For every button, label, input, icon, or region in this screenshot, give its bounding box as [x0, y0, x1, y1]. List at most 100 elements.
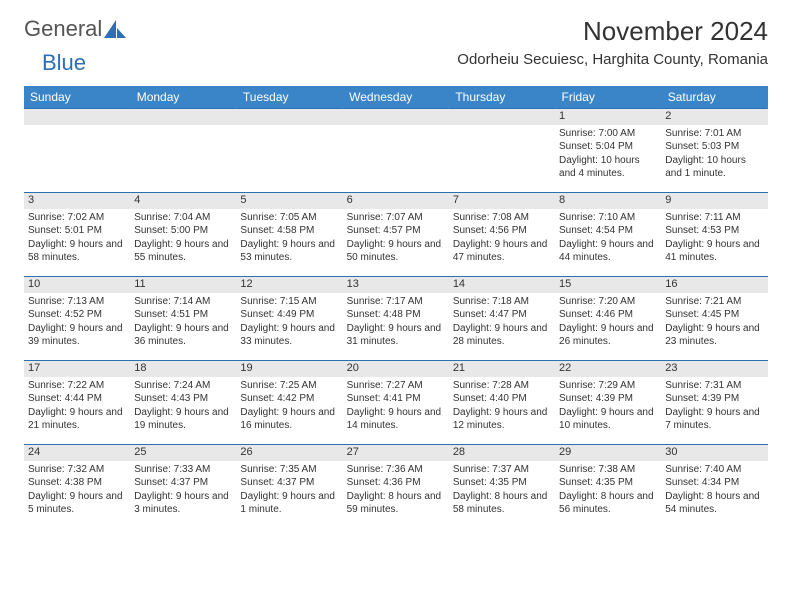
sunset-line: Sunset: 4:38 PM: [28, 476, 126, 490]
sunrise-line: Sunrise: 7:00 AM: [559, 127, 657, 141]
weekday-header: Saturday: [661, 86, 767, 109]
daylight-line: Daylight: 9 hours and 7 minutes.: [665, 406, 763, 433]
day-number-cell: 30: [661, 445, 767, 461]
sunrise-line: Sunrise: 7:36 AM: [347, 463, 445, 477]
sunset-line: Sunset: 4:58 PM: [240, 224, 338, 238]
daylight-line: Daylight: 10 hours and 1 minute.: [665, 154, 763, 181]
day-number-cell: 5: [236, 193, 342, 209]
day-number-row: 10111213141516: [24, 277, 768, 293]
day-number-row: 3456789: [24, 193, 768, 209]
daylight-line: Daylight: 9 hours and 10 minutes.: [559, 406, 657, 433]
day-number-cell: 26: [236, 445, 342, 461]
daylight-line: Daylight: 8 hours and 58 minutes.: [453, 490, 551, 517]
day-content-cell: Sunrise: 7:05 AMSunset: 4:58 PMDaylight:…: [236, 209, 342, 277]
day-content-cell: Sunrise: 7:21 AMSunset: 4:45 PMDaylight:…: [661, 293, 767, 361]
day-number-cell: 21: [449, 361, 555, 377]
day-content-cell: [130, 125, 236, 193]
day-content-cell: Sunrise: 7:01 AMSunset: 5:03 PMDaylight:…: [661, 125, 767, 193]
day-number-cell: [130, 109, 236, 125]
day-content-cell: Sunrise: 7:18 AMSunset: 4:47 PMDaylight:…: [449, 293, 555, 361]
weekday-header: Monday: [130, 86, 236, 109]
sunrise-line: Sunrise: 7:38 AM: [559, 463, 657, 477]
day-number-cell: 1: [555, 109, 661, 125]
sunset-line: Sunset: 4:37 PM: [240, 476, 338, 490]
daylight-line: Daylight: 8 hours and 54 minutes.: [665, 490, 763, 517]
sunset-line: Sunset: 4:40 PM: [453, 392, 551, 406]
day-content-cell: Sunrise: 7:20 AMSunset: 4:46 PMDaylight:…: [555, 293, 661, 361]
day-number-cell: 11: [130, 277, 236, 293]
logo: General: [24, 16, 126, 42]
day-content-cell: Sunrise: 7:24 AMSunset: 4:43 PMDaylight:…: [130, 377, 236, 445]
sunrise-line: Sunrise: 7:35 AM: [240, 463, 338, 477]
sunset-line: Sunset: 4:43 PM: [134, 392, 232, 406]
day-content-cell: [449, 125, 555, 193]
daylight-line: Daylight: 9 hours and 19 minutes.: [134, 406, 232, 433]
daylight-line: Daylight: 9 hours and 5 minutes.: [28, 490, 126, 517]
daylight-line: Daylight: 9 hours and 26 minutes.: [559, 322, 657, 349]
day-content-cell: Sunrise: 7:17 AMSunset: 4:48 PMDaylight:…: [343, 293, 449, 361]
logo-text-blue: Blue: [42, 50, 86, 76]
day-content-cell: Sunrise: 7:29 AMSunset: 4:39 PMDaylight:…: [555, 377, 661, 445]
day-number-cell: 10: [24, 277, 130, 293]
day-number-row: 24252627282930: [24, 445, 768, 461]
sunrise-line: Sunrise: 7:11 AM: [665, 211, 763, 225]
day-number-row: 12: [24, 109, 768, 125]
sunset-line: Sunset: 4:51 PM: [134, 308, 232, 322]
sunset-line: Sunset: 5:03 PM: [665, 140, 763, 154]
day-content-cell: [24, 125, 130, 193]
sunset-line: Sunset: 4:39 PM: [559, 392, 657, 406]
day-number-cell: 16: [661, 277, 767, 293]
day-number-cell: 2: [661, 109, 767, 125]
day-number-cell: [236, 109, 342, 125]
sunset-line: Sunset: 5:00 PM: [134, 224, 232, 238]
day-number-cell: 3: [24, 193, 130, 209]
day-number-cell: 6: [343, 193, 449, 209]
sunset-line: Sunset: 4:53 PM: [665, 224, 763, 238]
day-number-cell: 20: [343, 361, 449, 377]
day-content-cell: Sunrise: 7:28 AMSunset: 4:40 PMDaylight:…: [449, 377, 555, 445]
sunrise-line: Sunrise: 7:22 AM: [28, 379, 126, 393]
daylight-line: Daylight: 9 hours and 16 minutes.: [240, 406, 338, 433]
weekday-header: Tuesday: [236, 86, 342, 109]
daylight-line: Daylight: 9 hours and 39 minutes.: [28, 322, 126, 349]
location-subtitle: Odorheiu Secuiesc, Harghita County, Roma…: [457, 51, 768, 68]
sunset-line: Sunset: 4:48 PM: [347, 308, 445, 322]
daylight-line: Daylight: 9 hours and 41 minutes.: [665, 238, 763, 265]
calendar-table: Sunday Monday Tuesday Wednesday Thursday…: [24, 86, 768, 529]
sunrise-line: Sunrise: 7:17 AM: [347, 295, 445, 309]
sunrise-line: Sunrise: 7:27 AM: [347, 379, 445, 393]
day-content-row: Sunrise: 7:22 AMSunset: 4:44 PM Daylight:…: [24, 377, 768, 445]
weekday-header: Thursday: [449, 86, 555, 109]
sunrise-line: Sunrise: 7:25 AM: [240, 379, 338, 393]
sunset-line: Sunset: 4:34 PM: [665, 476, 763, 490]
sunset-line: Sunset: 4:52 PM: [28, 308, 126, 322]
daylight-line: Daylight: 9 hours and 47 minutes.: [453, 238, 551, 265]
calendar-page: General November 2024 Odorheiu Secuiesc,…: [0, 0, 792, 545]
sunrise-line: Sunrise: 7:24 AM: [134, 379, 232, 393]
daylight-line: Daylight: 9 hours and 3 minutes.: [134, 490, 232, 517]
sunset-line: Sunset: 4:44 PM: [28, 392, 126, 406]
sunrise-line: Sunrise: 7:31 AM: [665, 379, 763, 393]
day-content-cell: Sunrise: 7:07 AMSunset: 4:57 PMDaylight:…: [343, 209, 449, 277]
daylight-line: Daylight: 8 hours and 56 minutes.: [559, 490, 657, 517]
daylight-line: Daylight: 9 hours and 1 minute.: [240, 490, 338, 517]
sunset-line: Sunset: 4:39 PM: [665, 392, 763, 406]
day-content-cell: Sunrise: 7:38 AMSunset: 4:35 PMDaylight:…: [555, 461, 661, 529]
day-number-cell: 13: [343, 277, 449, 293]
sunrise-line: Sunrise: 7:10 AM: [559, 211, 657, 225]
day-content-cell: Sunrise: 7:10 AMSunset: 4:54 PMDaylight:…: [555, 209, 661, 277]
day-content-cell: Sunrise: 7:15 AMSunset: 4:49 PMDaylight:…: [236, 293, 342, 361]
sunset-line: Sunset: 4:41 PM: [347, 392, 445, 406]
sunrise-line: Sunrise: 7:18 AM: [453, 295, 551, 309]
day-number-cell: 18: [130, 361, 236, 377]
logo-text-general: General: [24, 16, 102, 42]
daylight-line: Daylight: 9 hours and 12 minutes.: [453, 406, 551, 433]
daylight-line: Daylight: 10 hours and 4 minutes.: [559, 154, 657, 181]
daylight-line: Daylight: 9 hours and 44 minutes.: [559, 238, 657, 265]
sunrise-line: Sunrise: 7:13 AM: [28, 295, 126, 309]
weekday-header-row: Sunday Monday Tuesday Wednesday Thursday…: [24, 86, 768, 109]
day-number-cell: 7: [449, 193, 555, 209]
day-content-cell: Sunrise: 7:14 AMSunset: 4:51 PMDaylight:…: [130, 293, 236, 361]
day-content-cell: Sunrise: 7:04 AMSunset: 5:00 PMDaylight:…: [130, 209, 236, 277]
sunset-line: Sunset: 4:46 PM: [559, 308, 657, 322]
